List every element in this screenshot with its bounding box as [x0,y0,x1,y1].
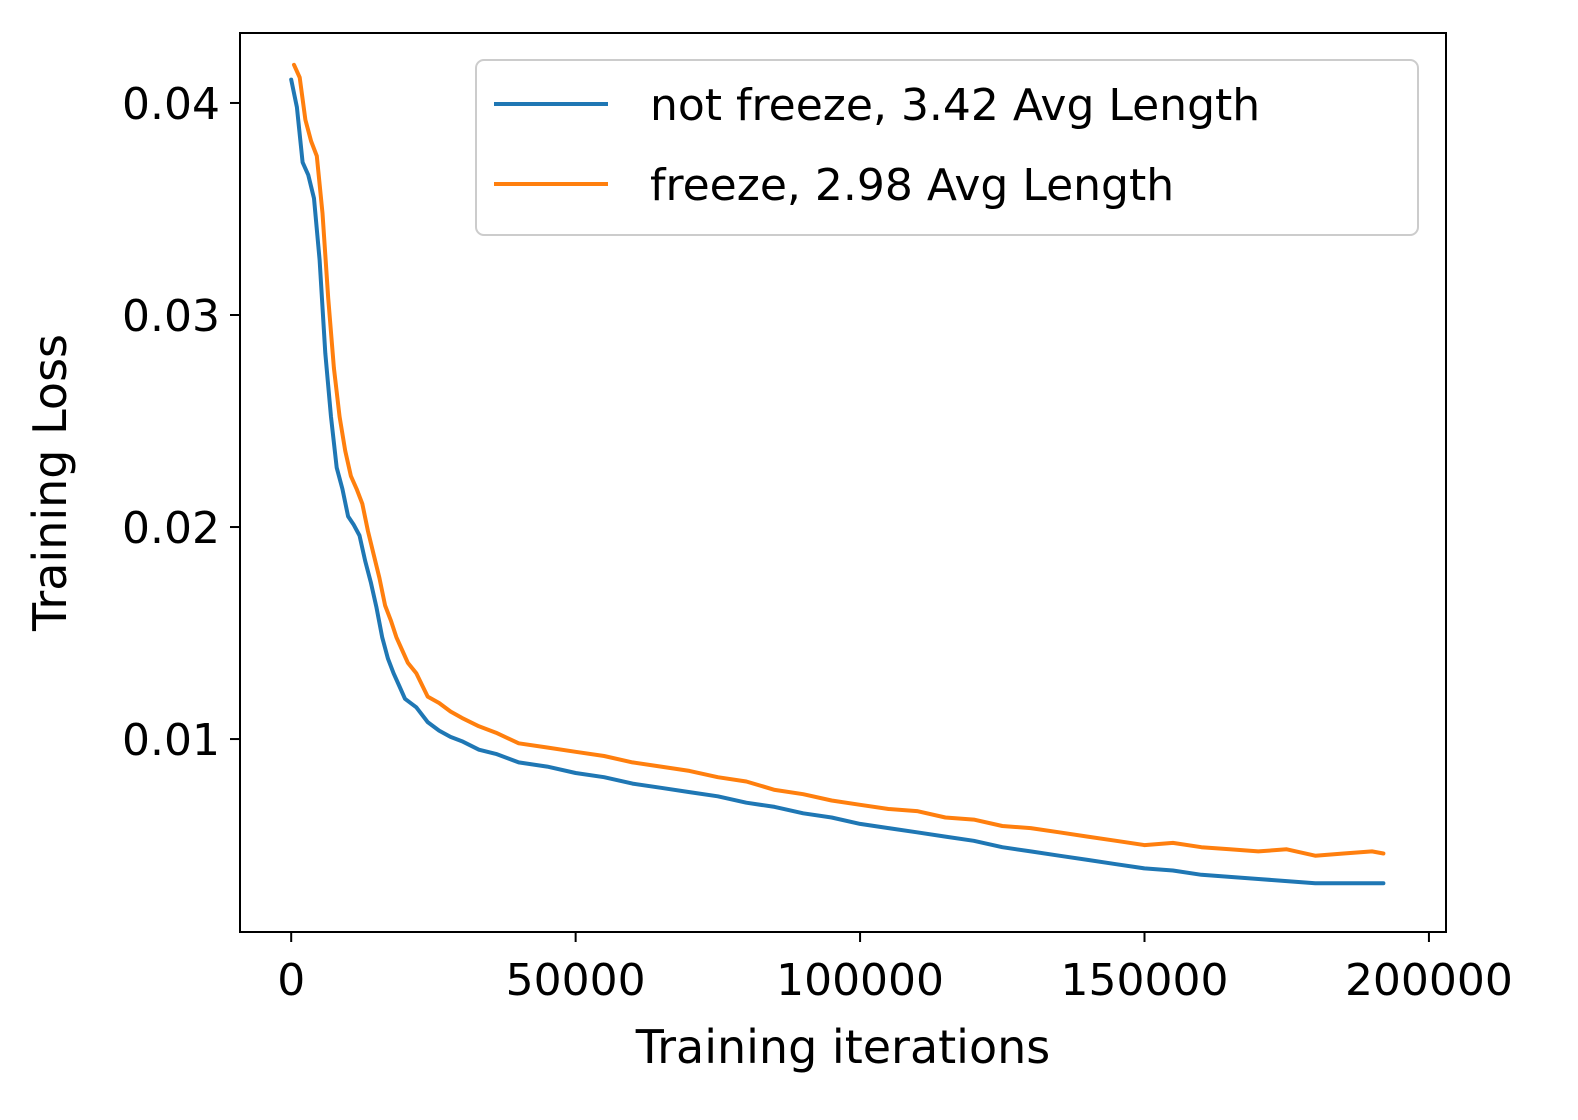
y-tick-label: 0.03 [122,291,220,342]
y-axis: 0.01 0.02 0.03 0.04 [122,79,240,766]
series-line-freeze [292,62,1386,858]
x-tick-label: 150000 [1061,955,1229,1006]
x-tick-label: 50000 [506,955,646,1006]
y-axis-title: Training Loss [23,334,77,632]
legend-box [475,59,1419,236]
x-axis: 0 50000 100000 150000 200000 [277,932,1513,1006]
series-line-not-freeze [289,77,1386,886]
x-tick-label: 100000 [776,955,944,1006]
x-tick-label: 0 [277,955,305,1006]
legend-label-freeze: freeze, 2.98 Avg Length [650,160,1174,211]
legend-label-not-freeze: not freeze, 3.42 Avg Length [650,80,1260,131]
y-tick-label: 0.01 [122,715,220,766]
plot-frame [239,32,1447,933]
x-tick-label: 200000 [1345,955,1513,1006]
series-layer [289,62,1386,886]
legend: not freeze, 3.42 Avg Length freeze, 2.98… [475,59,1419,236]
x-axis-title: Training iterations [635,1020,1050,1074]
y-tick-label: 0.02 [122,503,220,554]
y-tick-label: 0.04 [122,79,220,130]
